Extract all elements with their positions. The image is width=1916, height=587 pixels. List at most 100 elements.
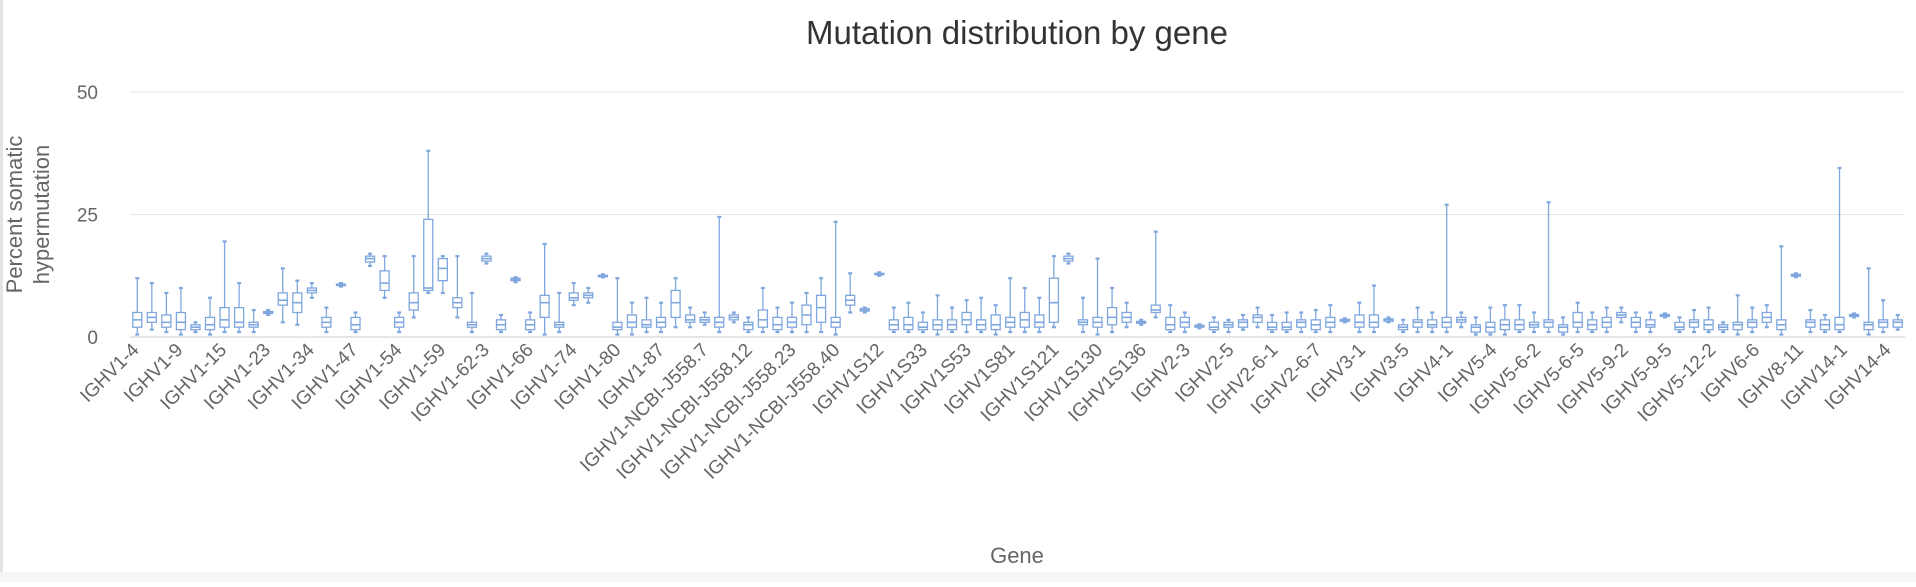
iqr-box: [641, 319, 652, 328]
box-69: [1121, 301, 1132, 329]
iqr-box: [1281, 321, 1292, 331]
box-55: [917, 311, 929, 334]
box-84: [1339, 317, 1351, 324]
box-4: [175, 286, 187, 336]
box-70: [1136, 318, 1147, 326]
box-114: [1776, 245, 1787, 336]
box-119: [1848, 312, 1860, 319]
iqr-box: [670, 289, 681, 319]
iqr-box: [423, 218, 434, 292]
box-112: [1747, 306, 1758, 334]
box-115: [1790, 272, 1802, 279]
box-65: [1063, 252, 1074, 265]
iqr-box: [1034, 314, 1045, 328]
box-94: [1485, 306, 1496, 336]
iqr-box: [772, 316, 783, 331]
iqr-box: [1150, 304, 1161, 314]
x-axis-label: Gene: [990, 543, 1044, 568]
iqr-box: [204, 316, 216, 331]
box-31: [568, 282, 579, 307]
box-121: [1878, 299, 1889, 334]
box-34: [612, 277, 623, 336]
box-78: [1252, 306, 1263, 329]
box-35: [626, 301, 638, 336]
box-20: [408, 255, 419, 319]
box-45: [772, 306, 783, 334]
box-59: [975, 296, 987, 334]
iqr-box: [612, 321, 623, 331]
box-106: [1659, 312, 1671, 319]
box-27: [510, 276, 521, 284]
iqr-box: [1368, 314, 1380, 328]
window-edge-left: [0, 0, 3, 582]
iqr-box: [917, 321, 929, 331]
box-88: [1397, 318, 1409, 334]
iqr-box: [1732, 321, 1743, 331]
iqr-box: [1165, 316, 1176, 331]
box-91: [1441, 203, 1452, 334]
iqr-box: [961, 311, 972, 326]
box-62: [1019, 286, 1030, 334]
iqr-box: [161, 314, 172, 328]
box-72: [1165, 304, 1176, 334]
box-54: [903, 301, 914, 334]
box-58: [961, 299, 972, 334]
box-9: [248, 308, 259, 334]
iqr-box: [757, 309, 769, 328]
iqr-box: [1106, 306, 1118, 326]
box-74: [1194, 323, 1205, 330]
box-108: [1688, 308, 1700, 334]
iqr-box: [1878, 319, 1889, 328]
box-82: [1310, 308, 1321, 334]
box-50: [845, 272, 856, 314]
box-118: [1834, 166, 1845, 334]
box-68: [1106, 286, 1118, 334]
box-104: [1630, 311, 1642, 334]
iqr-box: [1892, 319, 1903, 328]
iqr-box: [233, 306, 245, 328]
iqr-box: [1572, 311, 1583, 328]
iqr-box: [990, 314, 1001, 331]
box-109: [1703, 306, 1714, 334]
box-85: [1354, 301, 1365, 334]
iqr-box: [437, 257, 448, 282]
iqr-box: [1747, 319, 1758, 328]
box-46: [786, 301, 798, 334]
box-98: [1543, 201, 1554, 334]
box-110: [1717, 321, 1729, 334]
box-75: [1208, 316, 1220, 334]
y-axis-label-text: Percent somatichypermutation: [2, 136, 54, 294]
iqr-box: [1048, 277, 1060, 323]
box-51: [859, 306, 870, 314]
box-28: [524, 311, 536, 334]
box-6: [204, 296, 216, 336]
y-axis-label: Percent somatichypermutation: [2, 136, 54, 294]
iqr-box: [1426, 319, 1438, 328]
box-52: [874, 271, 885, 277]
iqr-box: [1557, 324, 1569, 333]
box-61: [1005, 277, 1016, 334]
iqr-box: [1208, 321, 1220, 331]
box-30: [554, 291, 565, 334]
box-76: [1223, 318, 1234, 334]
box-19: [393, 311, 405, 334]
box-95: [1499, 304, 1511, 336]
box-series: [132, 149, 1903, 336]
box-120: [1863, 267, 1874, 336]
box-60: [990, 304, 1001, 336]
iqr-box: [1688, 319, 1700, 328]
box-14: [321, 306, 332, 334]
iqr-box: [1674, 321, 1685, 331]
iqr-box: [903, 316, 914, 331]
box-15: [335, 282, 347, 288]
box-23: [452, 255, 463, 319]
box-25: [481, 252, 492, 265]
iqr-box: [539, 294, 550, 319]
iqr-box: [408, 292, 419, 311]
iqr-box: [1470, 324, 1481, 333]
iqr-box: [1834, 316, 1845, 331]
box-67: [1092, 257, 1103, 336]
box-40: [699, 311, 710, 326]
